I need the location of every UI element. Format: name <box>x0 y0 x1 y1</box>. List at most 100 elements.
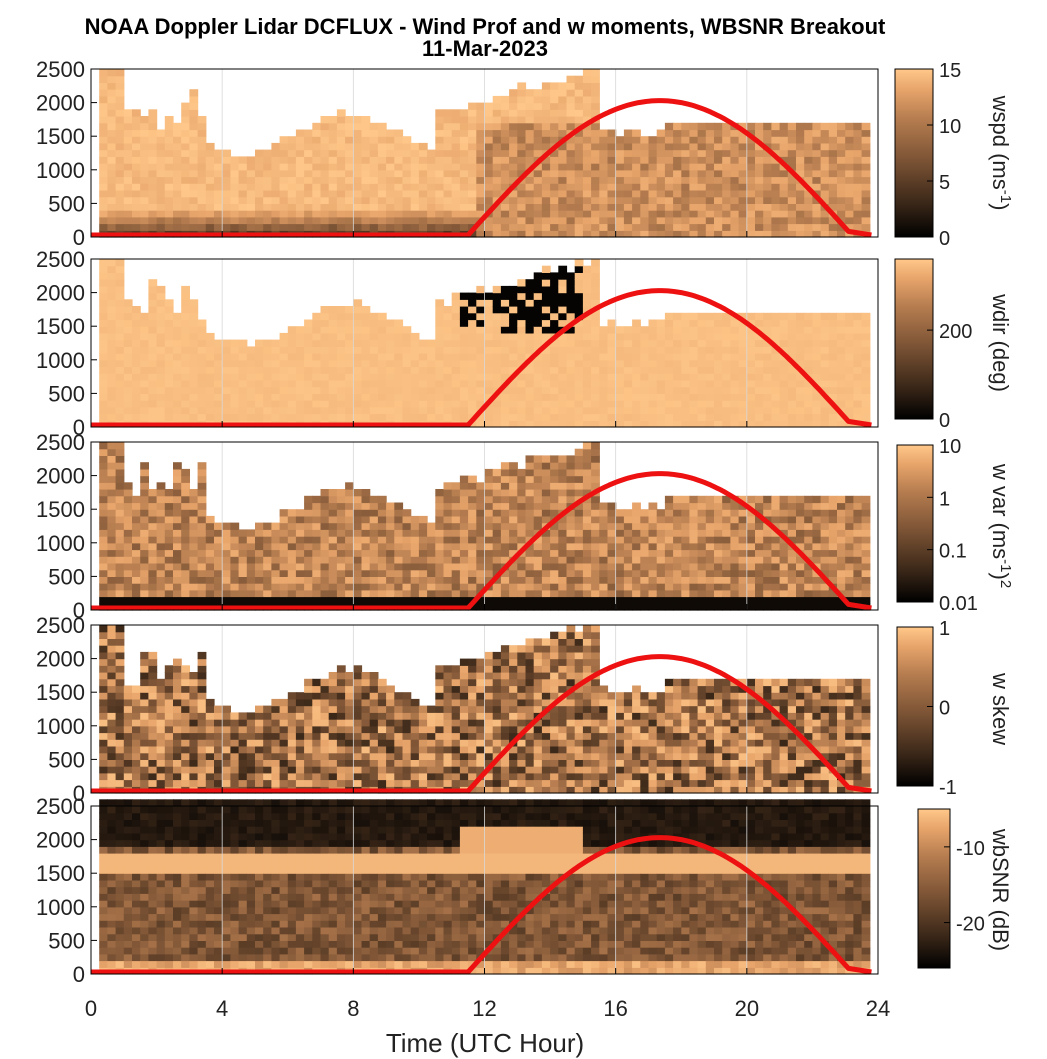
heatmap-cell <box>574 489 584 497</box>
heatmap-cell <box>837 176 846 184</box>
heatmap-cell <box>771 196 781 204</box>
heatmap-cell <box>517 413 527 421</box>
heatmap-cell <box>591 442 600 450</box>
heatmap-cell <box>287 563 297 571</box>
heatmap-cell <box>697 529 707 537</box>
heatmap-cell <box>738 603 748 611</box>
heatmap-cell <box>295 216 305 225</box>
heatmap-cell <box>656 542 666 551</box>
heatmap-cell <box>755 230 764 238</box>
heatmap-cell <box>263 169 272 178</box>
heatmap-cell <box>714 183 723 191</box>
heatmap-cell <box>607 366 617 374</box>
heatmap-cell <box>476 373 486 381</box>
heatmap-cell <box>418 406 428 415</box>
heatmap-cell <box>156 380 166 388</box>
heatmap-cell <box>107 306 117 314</box>
heatmap-cell <box>132 109 141 117</box>
heatmap-cell <box>541 596 551 604</box>
heatmap-cell <box>345 210 354 218</box>
heatmap-cell <box>173 149 182 157</box>
heatmap-cell <box>230 400 240 408</box>
heatmap-cell <box>607 502 617 510</box>
heatmap-cell <box>443 353 453 361</box>
heatmap-cell <box>500 223 510 231</box>
heatmap-cell <box>615 223 625 231</box>
heatmap-cell <box>787 223 797 231</box>
heatmap-cell <box>394 163 404 171</box>
heatmap-cell <box>255 223 264 231</box>
heatmap-cell <box>107 102 117 110</box>
heatmap-cell <box>123 196 133 204</box>
heatmap-cell <box>582 285 592 294</box>
heatmap-cell <box>607 386 617 394</box>
heatmap-cell <box>492 149 502 157</box>
heatmap-cell <box>148 332 158 341</box>
heatmap-cell <box>796 122 805 131</box>
heatmap-cell <box>369 176 379 184</box>
heatmap-cell <box>140 210 149 218</box>
heatmap-cell <box>861 163 871 171</box>
heatmap-cell <box>468 515 477 524</box>
heatmap-cell <box>468 122 477 131</box>
heatmap-cell <box>599 169 609 178</box>
heatmap-cell <box>246 196 256 204</box>
heatmap-cell <box>132 549 141 557</box>
heatmap-cell <box>132 393 141 401</box>
heatmap-cell <box>230 373 240 381</box>
heatmap-cell <box>804 163 813 171</box>
heatmap-cell <box>279 596 289 604</box>
heatmap-cell <box>804 509 813 517</box>
heatmap-cell <box>312 203 322 211</box>
heatmap-cell <box>263 386 272 394</box>
heatmap-cell <box>779 583 789 591</box>
heatmap-cell <box>566 163 576 171</box>
heatmap-cell <box>148 279 158 287</box>
heatmap-cell <box>591 95 600 104</box>
heatmap-cell <box>255 210 264 218</box>
heatmap-cell <box>623 346 633 354</box>
heatmap-cell <box>771 386 781 394</box>
heatmap-cell <box>115 210 125 218</box>
heatmap-cell <box>353 596 363 604</box>
heatmap-cell <box>295 373 305 381</box>
heatmap-cell <box>705 142 715 151</box>
heatmap-cell <box>845 353 854 361</box>
heatmap-cell <box>246 203 256 211</box>
heatmap-cell <box>418 569 428 577</box>
heatmap-cell <box>656 196 666 204</box>
heatmap-cell <box>427 156 436 164</box>
heatmap-cell <box>451 489 461 497</box>
heatmap-cell <box>369 319 379 327</box>
heatmap-cell <box>828 122 838 131</box>
heatmap-cell <box>533 495 543 504</box>
heatmap-cell <box>377 169 387 178</box>
heatmap-cell <box>705 169 715 178</box>
heatmap-cell <box>673 366 682 374</box>
heatmap-cell <box>722 319 731 327</box>
y-tick-label: 500 <box>48 191 85 216</box>
heatmap-cell <box>722 406 731 415</box>
heatmap-cell <box>99 495 108 504</box>
heatmap-cell <box>763 203 772 211</box>
heatmap-cell <box>123 482 133 490</box>
heatmap-cell <box>410 196 420 204</box>
heatmap-cell <box>99 576 108 584</box>
heatmap-cell <box>402 359 412 368</box>
heatmap-cell <box>328 176 338 184</box>
heatmap-cell <box>755 393 764 401</box>
heatmap-cell <box>599 522 609 530</box>
heatmap-cell <box>845 346 854 354</box>
heatmap-cell <box>591 366 600 374</box>
heatmap-cell <box>492 406 502 415</box>
heatmap-cell <box>394 596 404 604</box>
heatmap-cell <box>123 386 133 394</box>
heatmap-cell <box>804 136 813 144</box>
heatmap-cell <box>509 583 518 591</box>
heatmap-cell <box>845 413 854 421</box>
heatmap-cell <box>263 413 272 421</box>
heatmap-cell <box>386 223 395 231</box>
heatmap-cell <box>705 230 715 238</box>
heatmap-cell <box>361 176 371 184</box>
heatmap-cell <box>287 529 297 537</box>
